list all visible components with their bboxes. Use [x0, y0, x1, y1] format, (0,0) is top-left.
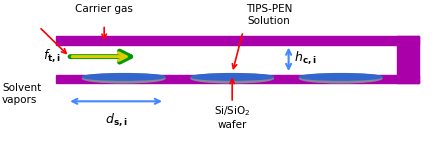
Bar — [56, 74, 419, 83]
Text: Carrier gas: Carrier gas — [75, 4, 133, 14]
Ellipse shape — [191, 74, 273, 80]
Text: TIPS-PEN
Solution: TIPS-PEN Solution — [246, 4, 292, 26]
Ellipse shape — [82, 74, 165, 83]
Bar — [56, 45, 397, 74]
Text: $\mathbf{\mathit{h}}_{\mathbf{c,i}}$: $\mathbf{\mathit{h}}_{\mathbf{c,i}}$ — [294, 49, 316, 66]
Ellipse shape — [299, 74, 382, 80]
Bar — [56, 36, 419, 45]
Ellipse shape — [191, 74, 273, 83]
Ellipse shape — [82, 74, 165, 80]
Text: $\mathbf{\mathit{f}}_{\mathbf{t,i}}$: $\mathbf{\mathit{f}}_{\mathbf{t,i}}$ — [43, 48, 61, 64]
Text: $\mathbf{\mathit{d}}_{\mathbf{s,i}}$: $\mathbf{\mathit{d}}_{\mathbf{s,i}}$ — [105, 112, 128, 128]
Ellipse shape — [299, 74, 382, 83]
Text: Solvent
vapors: Solvent vapors — [2, 83, 41, 105]
Bar — [397, 36, 419, 83]
Text: Si/SiO$_2$
wafer: Si/SiO$_2$ wafer — [214, 104, 250, 130]
